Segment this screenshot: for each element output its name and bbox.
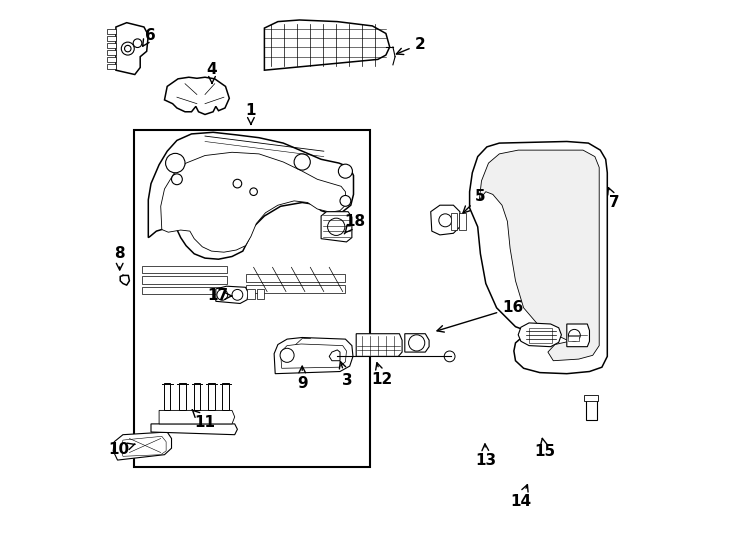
Bar [459,213,466,230]
Circle shape [568,329,581,341]
Bar [134,130,370,467]
Polygon shape [113,432,172,460]
Bar [208,383,215,410]
Text: 11: 11 [192,410,216,430]
Polygon shape [142,266,227,273]
Bar [106,50,116,55]
Text: 13: 13 [475,444,496,468]
Bar [584,395,598,401]
Circle shape [280,348,294,362]
Polygon shape [151,424,237,435]
Text: 6: 6 [142,28,156,46]
Text: 14: 14 [510,484,531,509]
Circle shape [125,45,131,52]
Bar [106,43,116,48]
Polygon shape [159,410,235,424]
Bar [194,383,200,410]
Text: 15: 15 [534,438,556,460]
Text: 7: 7 [608,187,619,210]
Text: 9: 9 [297,366,308,391]
Polygon shape [567,324,589,347]
Circle shape [294,154,310,170]
Text: 3: 3 [339,362,352,388]
Polygon shape [161,152,346,252]
Polygon shape [479,150,599,361]
Polygon shape [264,20,390,70]
Polygon shape [142,276,227,284]
Bar [106,64,116,69]
Polygon shape [245,274,346,282]
Polygon shape [216,286,248,303]
Circle shape [232,289,243,300]
Polygon shape [321,212,352,242]
Circle shape [409,335,425,351]
Text: 4: 4 [207,62,217,83]
Bar [106,36,116,41]
Text: 2: 2 [396,37,425,55]
Polygon shape [148,132,354,259]
Polygon shape [280,344,346,368]
Text: 8: 8 [115,246,125,270]
Bar [586,396,597,420]
Bar [257,289,264,299]
Bar [222,383,229,410]
Polygon shape [274,338,353,374]
Circle shape [439,214,452,227]
Bar [451,213,457,230]
Circle shape [340,195,351,206]
Circle shape [217,289,228,300]
Circle shape [444,351,455,362]
Bar [106,29,116,34]
Text: 16: 16 [437,300,523,332]
Text: 18: 18 [344,214,365,234]
Text: 5: 5 [463,188,486,213]
Polygon shape [116,23,148,75]
Polygon shape [404,334,429,352]
Text: 10: 10 [108,442,135,457]
Polygon shape [518,323,562,347]
Polygon shape [245,285,346,293]
Bar [247,289,255,299]
Circle shape [166,153,185,173]
Polygon shape [121,436,166,456]
Text: 1: 1 [246,103,256,124]
Circle shape [233,179,241,188]
Circle shape [122,441,135,454]
Polygon shape [356,334,402,356]
Circle shape [250,188,258,195]
Circle shape [172,174,182,185]
Circle shape [121,42,134,55]
Bar [179,383,186,410]
Bar [568,336,579,341]
Polygon shape [330,350,340,361]
Circle shape [133,39,142,48]
Circle shape [327,218,345,235]
Polygon shape [431,205,460,235]
Bar [106,57,116,62]
Bar [529,328,552,343]
Text: 12: 12 [371,363,393,387]
Polygon shape [142,287,227,294]
Bar [164,383,170,410]
Polygon shape [470,141,607,374]
Polygon shape [164,77,229,114]
Circle shape [338,164,352,178]
Text: 17: 17 [208,288,232,303]
